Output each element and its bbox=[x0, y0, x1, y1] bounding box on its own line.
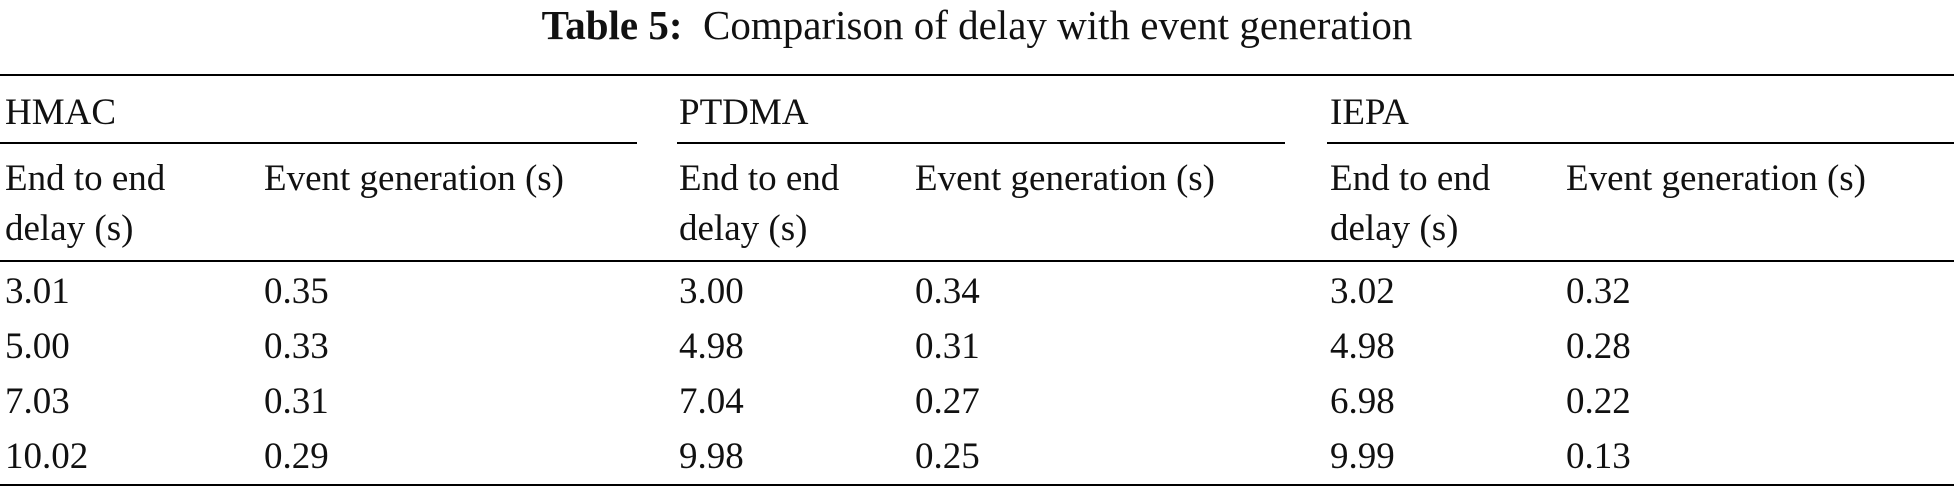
group-header-iepa: IEPA bbox=[1330, 92, 1409, 133]
cell-event: 0.33 bbox=[264, 326, 329, 367]
cell-delay: 4.98 bbox=[1330, 326, 1395, 367]
column-header-event: Event generation (s) bbox=[1566, 158, 1866, 199]
table-top-rule bbox=[0, 74, 1954, 76]
cell-event: 0.27 bbox=[915, 381, 980, 422]
column-header-delay-line2: delay (s) bbox=[679, 208, 808, 249]
column-header-delay: End to end bbox=[679, 158, 840, 199]
cell-delay: 10.02 bbox=[5, 436, 89, 477]
cell-event: 0.22 bbox=[1566, 381, 1631, 422]
group-header-ptdma: PTDMA bbox=[679, 92, 809, 133]
cell-delay: 3.00 bbox=[679, 271, 744, 312]
table-caption-label: Table 5: bbox=[541, 2, 683, 48]
cell-delay: 6.98 bbox=[1330, 381, 1395, 422]
cell-event: 0.35 bbox=[264, 271, 329, 312]
group-rule-iepa bbox=[1327, 142, 1954, 144]
cell-event: 0.32 bbox=[1566, 271, 1631, 312]
table-bottom-rule bbox=[0, 484, 1954, 486]
cell-delay: 3.01 bbox=[5, 271, 70, 312]
cell-event: 0.13 bbox=[1566, 436, 1631, 477]
cell-event: 0.31 bbox=[264, 381, 329, 422]
cell-event: 0.25 bbox=[915, 436, 980, 477]
table-caption: Table 5: Comparison of delay with event … bbox=[0, 0, 1954, 58]
cell-delay: 3.02 bbox=[1330, 271, 1395, 312]
group-rule-ptdma bbox=[677, 142, 1285, 144]
cell-delay: 5.00 bbox=[5, 326, 70, 367]
cell-delay: 4.98 bbox=[679, 326, 744, 367]
cell-delay: 7.03 bbox=[5, 381, 70, 422]
cell-event: 0.34 bbox=[915, 271, 980, 312]
column-header-delay: End to end bbox=[1330, 158, 1491, 199]
cell-delay: 7.04 bbox=[679, 381, 744, 422]
column-header-delay: End to end bbox=[5, 158, 166, 199]
group-header-hmac: HMAC bbox=[5, 92, 117, 133]
header-rule bbox=[0, 260, 1954, 262]
cell-delay: 9.98 bbox=[679, 436, 744, 477]
table-caption-text: Comparison of delay with event generatio… bbox=[703, 2, 1413, 48]
cell-event: 0.29 bbox=[264, 436, 329, 477]
cell-event: 0.31 bbox=[915, 326, 980, 367]
group-rule-hmac bbox=[0, 142, 637, 144]
column-header-delay-line2: delay (s) bbox=[5, 208, 134, 249]
column-header-event: Event generation (s) bbox=[915, 158, 1215, 199]
column-header-event: Event generation (s) bbox=[264, 158, 564, 199]
column-header-delay-line2: delay (s) bbox=[1330, 208, 1459, 249]
cell-event: 0.28 bbox=[1566, 326, 1631, 367]
cell-delay: 9.99 bbox=[1330, 436, 1395, 477]
